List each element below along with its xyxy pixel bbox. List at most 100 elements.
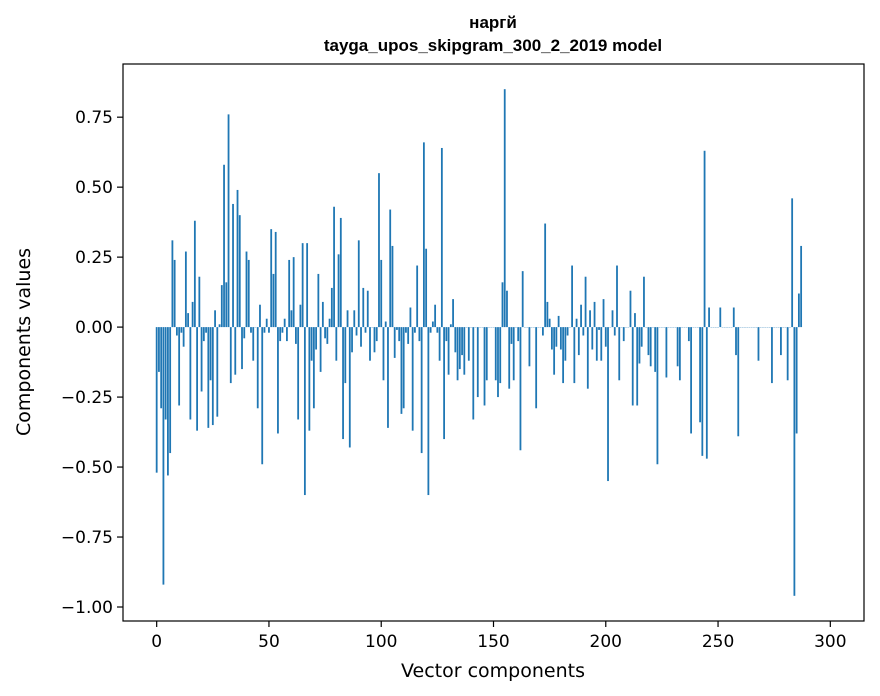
- bar: [544, 223, 547, 328]
- bar: [214, 310, 216, 328]
- bar: [447, 327, 450, 375]
- bar: [301, 243, 304, 328]
- bar: [344, 327, 347, 384]
- bar: [268, 327, 270, 333]
- bar: [164, 327, 167, 420]
- bar: [270, 229, 273, 328]
- bar: [546, 301, 549, 328]
- bar: [510, 327, 513, 344]
- bar: [373, 327, 376, 353]
- bar: [598, 327, 600, 330]
- bar: [227, 114, 230, 328]
- y-tick-label: 0.50: [75, 178, 113, 198]
- bar: [647, 327, 650, 356]
- bar: [418, 327, 421, 342]
- bar: [162, 327, 165, 585]
- y-tick-label: −1.00: [61, 598, 113, 618]
- bar: [247, 259, 250, 328]
- bar: [324, 327, 326, 339]
- bar: [265, 318, 268, 328]
- bar: [449, 324, 452, 328]
- bar: [348, 327, 351, 448]
- y-tick-label: 0.00: [75, 318, 113, 338]
- bar: [364, 327, 367, 333]
- bar: [705, 327, 708, 459]
- y-tick-label: −0.75: [61, 528, 113, 548]
- bar: [577, 327, 580, 356]
- bar: [312, 327, 315, 409]
- bar: [703, 150, 706, 328]
- bar: [382, 327, 385, 381]
- bars-group: [155, 89, 803, 596]
- bar: [362, 287, 365, 328]
- bar: [158, 327, 160, 372]
- bar: [346, 310, 349, 328]
- bar: [631, 327, 634, 406]
- bar: [771, 327, 773, 384]
- bar: [315, 327, 318, 350]
- bar: [351, 327, 353, 353]
- bar: [414, 327, 416, 333]
- bar: [528, 327, 531, 367]
- bar: [402, 327, 405, 409]
- bar: [425, 248, 428, 328]
- bar: [330, 287, 333, 328]
- x-tick-label: 100: [365, 632, 397, 652]
- bar: [445, 327, 448, 342]
- bar: [317, 273, 320, 328]
- bar: [497, 327, 499, 398]
- bar: [259, 304, 261, 328]
- bar: [472, 327, 475, 420]
- bar: [735, 327, 737, 356]
- bar: [171, 240, 174, 328]
- bar: [542, 327, 544, 336]
- bar: [252, 327, 255, 361]
- y-tick-label: −0.25: [61, 388, 113, 408]
- bar: [288, 259, 291, 328]
- bar: [310, 327, 313, 361]
- bar: [485, 327, 488, 381]
- x-tick-label: 50: [258, 632, 280, 652]
- bar: [427, 327, 430, 496]
- bar: [355, 327, 358, 336]
- bar: [564, 327, 567, 361]
- bar: [687, 327, 690, 342]
- bar: [434, 304, 437, 328]
- bar: [791, 198, 794, 328]
- bar: [701, 327, 704, 456]
- bar: [456, 327, 459, 381]
- bar: [575, 318, 578, 328]
- bar: [795, 327, 798, 434]
- plot-frame: [122, 63, 865, 622]
- bar: [398, 327, 401, 342]
- bar: [589, 310, 591, 328]
- bar: [337, 254, 340, 328]
- bar: [613, 327, 616, 336]
- bar: [708, 307, 710, 328]
- bar: [187, 313, 190, 328]
- bar: [263, 327, 266, 333]
- bar: [286, 327, 288, 342]
- bar: [391, 245, 394, 328]
- bar: [191, 301, 194, 328]
- bar: [580, 304, 582, 328]
- bar: [261, 327, 264, 465]
- bar: [719, 307, 722, 328]
- bar: [690, 327, 692, 434]
- x-tick-label: 300: [814, 632, 846, 652]
- bar: [800, 245, 803, 328]
- bar: [636, 327, 639, 406]
- bar: [584, 276, 587, 328]
- y-tick-label: −0.50: [61, 458, 113, 478]
- bar: [582, 327, 585, 336]
- x-axis-label: Vector components: [401, 660, 585, 682]
- bar: [182, 327, 185, 347]
- bar: [279, 327, 282, 342]
- bar: [292, 257, 295, 328]
- bar: [207, 327, 210, 428]
- bar: [303, 327, 306, 496]
- bar: [400, 327, 403, 414]
- bar: [780, 327, 782, 356]
- bar: [342, 327, 344, 440]
